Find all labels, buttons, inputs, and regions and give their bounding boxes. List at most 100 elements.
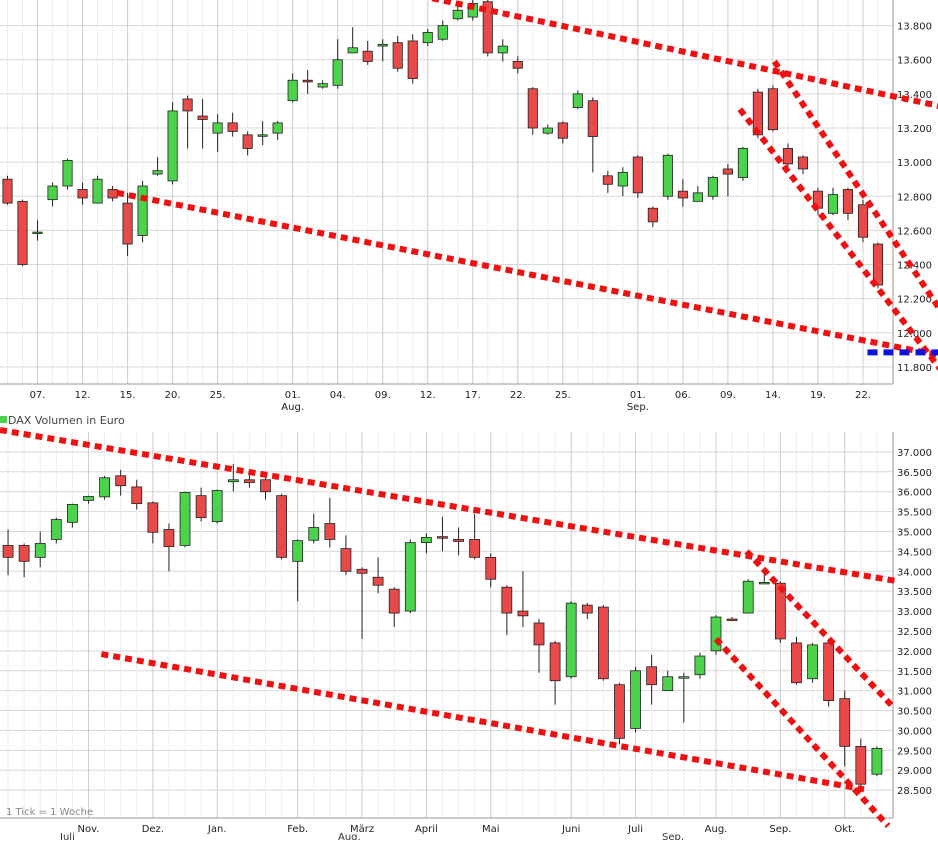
candle-up bbox=[47, 185, 58, 201]
candle-down bbox=[791, 642, 802, 684]
x-tick-label: Aug. bbox=[705, 824, 728, 835]
candle-down bbox=[752, 91, 763, 136]
candle-down bbox=[512, 61, 523, 69]
y-tick-label: 11.800 bbox=[897, 363, 932, 374]
candle-up bbox=[62, 160, 73, 187]
candle-down bbox=[324, 523, 336, 540]
x-tick-label: Jan. bbox=[207, 824, 227, 835]
candle-down bbox=[767, 88, 778, 131]
x-tick-label: 25. bbox=[555, 390, 571, 401]
candle-down bbox=[597, 606, 609, 680]
candle-up bbox=[452, 9, 463, 20]
x-tick-label: Juni bbox=[561, 824, 580, 835]
candle-down bbox=[115, 475, 127, 487]
candle-down bbox=[147, 502, 159, 533]
candle-up bbox=[152, 170, 163, 175]
x-tick-label: Juli bbox=[627, 824, 643, 835]
daily-chart-panel: 11.800 12.000 12.200 12.400 12.600 12.800 13.0… bbox=[0, 0, 938, 413]
y-tick-label: 28.500 bbox=[897, 786, 932, 797]
candle-down bbox=[260, 479, 271, 493]
y-tick-label: 31.000 bbox=[897, 687, 932, 698]
candle-down bbox=[782, 148, 793, 165]
candle-down bbox=[276, 495, 287, 558]
candle-up bbox=[287, 79, 298, 102]
candle-down bbox=[797, 156, 809, 170]
x-tick-label: 12. bbox=[75, 390, 91, 401]
candle-down bbox=[842, 189, 854, 214]
candle-up bbox=[99, 477, 110, 498]
trend-line bbox=[116, 189, 938, 359]
trend-line bbox=[431, 0, 938, 109]
x-tick-label: 14. bbox=[765, 390, 781, 401]
candle-down bbox=[17, 200, 28, 265]
candle-up bbox=[617, 171, 628, 187]
y-tick-label: 33.000 bbox=[897, 607, 932, 618]
candle-down bbox=[872, 243, 884, 286]
x-tick-label: 19. bbox=[810, 390, 826, 401]
candle-down bbox=[453, 539, 464, 542]
top-legend-swatch bbox=[0, 416, 7, 423]
x-tick-label: Dez. bbox=[142, 824, 164, 835]
x-tick-label: 01. bbox=[285, 390, 301, 401]
y-tick-label: 34.000 bbox=[897, 567, 932, 578]
candle-up bbox=[420, 537, 432, 544]
candle-up bbox=[257, 134, 268, 137]
x-tick-label: 20. bbox=[165, 390, 181, 401]
candle-down bbox=[195, 495, 207, 518]
candle-down bbox=[823, 642, 835, 702]
candle-down bbox=[501, 586, 513, 614]
candle-down bbox=[527, 88, 538, 129]
x-tick-label: 09. bbox=[375, 390, 391, 401]
y-tick-label: 32.500 bbox=[897, 627, 932, 638]
y-tick-label: 30.500 bbox=[897, 707, 932, 718]
candle-up bbox=[167, 110, 178, 182]
candle-down bbox=[857, 204, 869, 238]
top-legend-text: DAX Volumen in Euro bbox=[8, 414, 125, 427]
y-tick-label: 13.600 bbox=[897, 56, 932, 67]
candle-up bbox=[497, 45, 508, 54]
y-tick-label: 33.500 bbox=[897, 587, 932, 598]
candle-down bbox=[647, 207, 658, 223]
cut-label-sep: Sep. bbox=[662, 832, 684, 840]
candle-up bbox=[742, 580, 754, 614]
cut-label-juli: Juli bbox=[59, 832, 75, 840]
candle-up bbox=[32, 231, 43, 235]
y-tick-label: 32.000 bbox=[897, 647, 932, 658]
candle-up bbox=[67, 504, 78, 523]
y-tick-label: 13.800 bbox=[897, 22, 932, 33]
candle-up bbox=[137, 185, 148, 236]
candle-down bbox=[557, 122, 568, 139]
candle-up bbox=[694, 655, 706, 676]
month-label: Sep. bbox=[627, 402, 649, 413]
x-tick-label: 17. bbox=[465, 390, 481, 401]
candle-up bbox=[227, 479, 239, 483]
month-label: Aug. bbox=[281, 402, 304, 413]
candle-up bbox=[692, 192, 703, 202]
y-tick-label: 13.200 bbox=[897, 124, 932, 135]
y-tick-label: 34.500 bbox=[897, 547, 932, 558]
candle-up bbox=[34, 543, 46, 558]
y-tick-label: 13.400 bbox=[897, 90, 932, 101]
candle-down bbox=[392, 42, 403, 69]
y-tick-label: 12.400 bbox=[897, 261, 932, 272]
y-tick-label: 29.500 bbox=[897, 746, 932, 757]
candle-up bbox=[678, 676, 690, 679]
candle-down bbox=[602, 175, 613, 185]
y-tick-label: 12.200 bbox=[897, 295, 932, 306]
candle-down bbox=[302, 79, 313, 83]
x-tick-label: 06. bbox=[675, 390, 691, 401]
candle-down bbox=[517, 610, 529, 617]
candle-up bbox=[404, 542, 416, 612]
candle-up bbox=[92, 178, 103, 204]
x-tick-label: Nov. bbox=[78, 824, 100, 835]
candle-up bbox=[758, 582, 770, 585]
candle-up bbox=[662, 676, 674, 692]
candle-up bbox=[83, 496, 94, 501]
candle-down bbox=[855, 745, 867, 785]
candle-down bbox=[722, 168, 733, 175]
candle-up bbox=[827, 194, 839, 214]
y-tick-label: 12.600 bbox=[897, 226, 932, 237]
candle-down bbox=[182, 98, 193, 112]
